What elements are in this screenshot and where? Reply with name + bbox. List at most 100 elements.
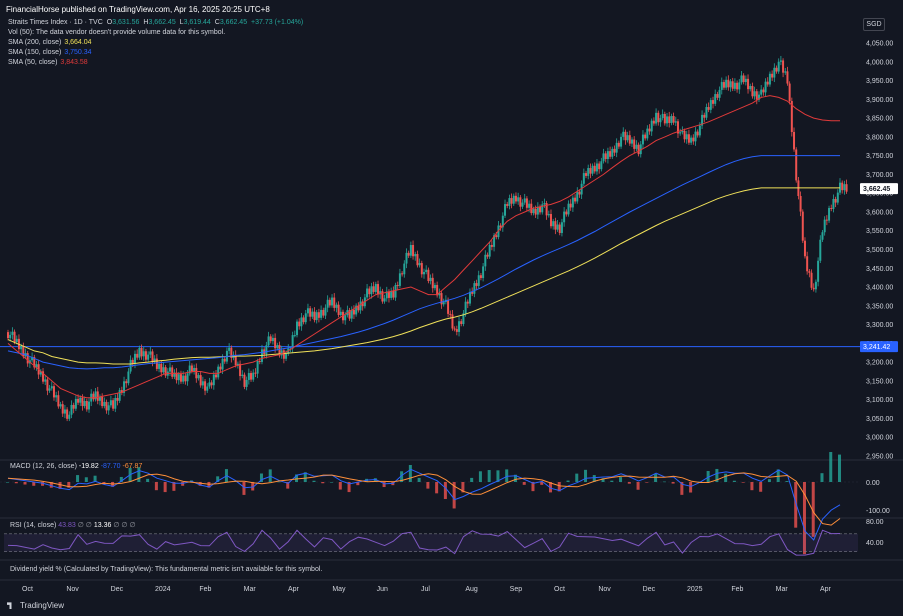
candle-body <box>133 353 136 364</box>
macd-histogram-bar <box>706 470 710 482</box>
symbol-legend[interactable]: Straits Times Index · 1D · TVC O3,631.56… <box>8 19 303 26</box>
candle-body <box>740 75 743 83</box>
rsi-extra-1: ∅ <box>77 522 84 529</box>
y-tick-label: 3,750.00 <box>866 153 893 160</box>
rsi-value: 43.83 <box>58 522 76 529</box>
y-tick-label: 3,500.00 <box>866 247 893 254</box>
sma150-legend[interactable]: SMA (150, close) 3,750.34 <box>8 49 92 56</box>
candle-body <box>455 329 458 332</box>
rsi-legend[interactable]: RSI (14, close) 43.83 ∅ ∅ 13.36 ∅ ∅ ∅ <box>10 521 136 529</box>
candle-body <box>81 397 84 407</box>
macd-histogram-bar <box>794 482 798 528</box>
volume-legend[interactable]: Vol (50): The data vendor doesn't provid… <box>8 29 225 36</box>
candle-body <box>368 288 371 295</box>
macd-legend[interactable]: MACD (12, 26, close) -19.82 -87.70 -67.8… <box>10 463 142 470</box>
candle-body <box>331 297 334 306</box>
candle-body <box>324 307 327 316</box>
macd-histogram-bar <box>426 482 430 489</box>
candle-body <box>591 165 594 174</box>
macd-histogram-bar <box>84 477 88 482</box>
candle-body <box>125 381 128 384</box>
candle-body <box>589 168 592 174</box>
sma200-value: 3,664.04 <box>64 39 92 46</box>
candle-body <box>13 331 16 343</box>
candle-body <box>401 273 404 275</box>
rsi-extra-2: ∅ <box>85 522 92 529</box>
rsi-extra-5: ∅ <box>129 522 136 529</box>
candle-body <box>753 91 756 97</box>
y-tick-label: 3,550.00 <box>866 228 893 235</box>
macd-histogram-bar <box>259 473 263 482</box>
candle-body <box>782 60 785 73</box>
candle-body <box>749 85 752 90</box>
macd-histogram-bar <box>76 475 80 482</box>
candle-body <box>565 211 568 215</box>
y-tick-label: 3,900.00 <box>866 97 893 104</box>
candle-body <box>144 351 147 360</box>
sma50-legend[interactable]: SMA (50, close) 3,843.58 <box>8 59 88 66</box>
candle-body <box>22 345 25 357</box>
candle-body <box>808 271 811 273</box>
candle-body <box>46 379 49 391</box>
sma200-legend[interactable]: SMA (200, close) 3,664.04 <box>8 39 92 46</box>
candle-body <box>70 404 73 415</box>
y-tick-label: 4,050.00 <box>866 41 893 48</box>
candle-body <box>190 365 193 372</box>
x-tick-label: Dec <box>643 586 656 593</box>
candle-body <box>652 120 655 124</box>
macd-histogram-bar <box>14 482 18 484</box>
tradingview-brand[interactable]: TradingView <box>7 601 64 610</box>
macd-histogram-bar <box>93 475 97 482</box>
x-tick-label: 2024 <box>155 586 171 593</box>
candle-body <box>506 204 509 206</box>
candle-body <box>26 353 29 364</box>
macd-histogram-bar <box>592 475 596 482</box>
candle-body <box>407 252 410 256</box>
candle-body <box>528 203 531 208</box>
sma50-line <box>7 95 840 399</box>
candle-body <box>453 328 456 330</box>
candle-body <box>39 371 42 375</box>
currency-button[interactable]: SGD <box>863 18 885 31</box>
macd-histogram-bar <box>119 476 123 482</box>
candle-body <box>302 317 305 323</box>
candle-body <box>280 350 283 356</box>
y-tick-label: 3,200.00 <box>866 360 893 367</box>
macd-histogram-bar <box>268 469 272 482</box>
candle-body <box>458 321 461 332</box>
candle-body <box>396 284 399 286</box>
candle-body <box>510 198 513 204</box>
candle-body <box>212 374 215 386</box>
x-tick-label: Apr <box>288 586 300 593</box>
candle-body <box>736 82 739 90</box>
candle-body <box>42 371 45 382</box>
macd-label: MACD (12, 26, close) <box>10 463 77 470</box>
x-tick-label: 2025 <box>687 586 703 593</box>
candle-body <box>766 81 769 85</box>
sma200-line <box>7 187 840 365</box>
candle-body <box>390 290 393 298</box>
candle-body <box>208 382 211 387</box>
candle-body <box>490 244 493 247</box>
rsi-label: RSI (14, close) <box>10 522 57 529</box>
candle-body <box>690 137 693 143</box>
candle-body <box>784 71 787 73</box>
candle-body <box>158 363 161 369</box>
macd-histogram-bar <box>557 482 561 492</box>
candle-body <box>672 116 675 123</box>
candle-body <box>313 311 316 321</box>
tradingview-logo-icon <box>7 602 12 610</box>
candle-body <box>215 374 217 378</box>
candle-body <box>512 195 515 204</box>
candle-body <box>817 260 820 282</box>
sma50-value: 3,843.58 <box>60 59 88 66</box>
macd-histogram-bar <box>67 482 71 488</box>
close-label: C <box>214 19 220 26</box>
rsi-extra-3: ∅ <box>113 522 120 529</box>
candle-body <box>116 397 119 401</box>
candle-body <box>352 309 355 315</box>
candle-body <box>300 317 303 327</box>
macd-tick-label: -100.00 <box>866 508 890 515</box>
macd-histogram-bar <box>820 473 824 482</box>
